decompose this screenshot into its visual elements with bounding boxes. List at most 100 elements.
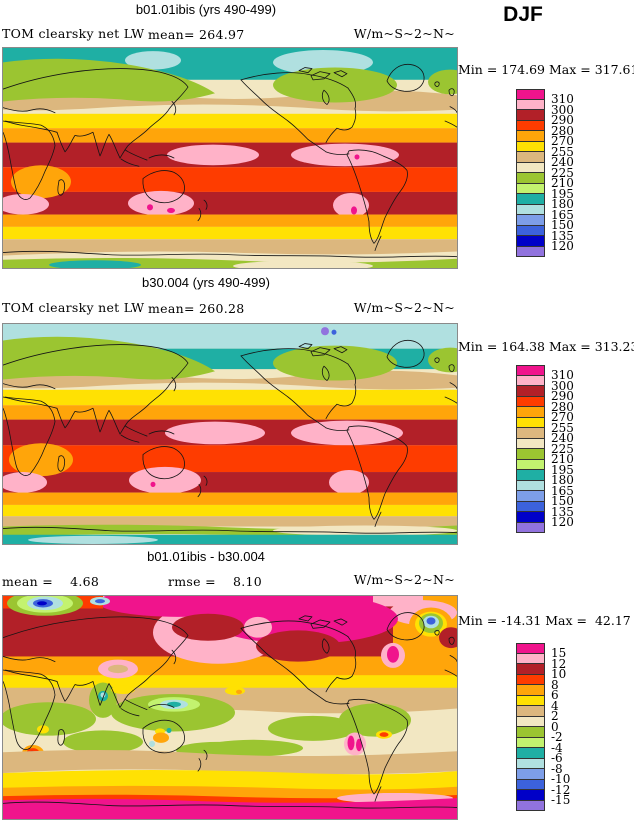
legend-color-box: [516, 194, 545, 205]
legend-color-box: [516, 480, 545, 491]
legend-label: 4: [551, 698, 559, 713]
legend-label: -2: [551, 730, 563, 744]
legend-label: 300: [551, 102, 574, 117]
panel2-title: b30.004 (yrs 490-499): [142, 275, 270, 290]
panel3-minmax: Min = -14.31 Max = 42.17: [458, 613, 631, 628]
legend-color-box: [516, 674, 545, 685]
legend-color-box: [516, 120, 545, 131]
legend-label: 270: [551, 410, 574, 424]
legend-color-box: [516, 89, 545, 100]
legend-color-box: [516, 152, 545, 163]
legend-color-box: [516, 653, 545, 664]
legend-color-box: [516, 141, 545, 152]
legend-label: 300: [551, 378, 574, 393]
legend-label: 255: [551, 420, 574, 435]
panel2-colorbar: 310 300 290 280 270 255 240 225 210 195 180 165 150 1…: [516, 365, 606, 535]
legend-label: -10: [551, 772, 571, 786]
legend-color-box: [516, 162, 545, 173]
legend-label: 270: [551, 134, 574, 148]
legend-label: 165: [551, 483, 574, 498]
legend-label: 135: [551, 504, 574, 519]
panel1-map: [2, 47, 458, 269]
legend-label: 225: [551, 165, 574, 180]
legend-label: 310: [551, 368, 574, 382]
legend-label: -8: [551, 761, 563, 776]
legend-label: 290: [551, 389, 574, 403]
legend-color-box: [516, 706, 545, 717]
legend-color-box: [516, 758, 545, 769]
legend-label: 8: [551, 677, 559, 692]
legend-color-box: [516, 748, 545, 759]
legend-color-box: [516, 173, 545, 184]
legend-label: 255: [551, 144, 574, 159]
panel2-field-label: TOM clearsky net LW: [2, 300, 145, 315]
legend-color-box: [516, 417, 545, 428]
legend-label: 0: [551, 719, 559, 734]
legend-label: -12: [551, 782, 571, 797]
legend-color-box: [516, 522, 545, 533]
legend-color-box: [516, 470, 545, 481]
legend-color-box: [516, 449, 545, 460]
panel3-mean: mean = 4.68: [2, 574, 100, 589]
legend-label: 280: [551, 123, 574, 138]
legend-label: 180: [551, 197, 574, 211]
legend-label: 120: [551, 239, 574, 253]
legend-color-box: [516, 215, 545, 226]
panel3-units: W/m~S~2~N~: [353, 572, 455, 587]
legend-label: 280: [551, 399, 574, 414]
panel3-rmse: rmse = 8.10: [168, 574, 263, 589]
legend-color-box: [516, 459, 545, 470]
legend-color-box: [516, 438, 545, 449]
legend-color-box: [516, 800, 545, 811]
panel3-map: [2, 595, 458, 820]
season-label: DJF: [503, 3, 543, 26]
legend-label: 15: [551, 646, 567, 660]
legend-color-box: [516, 204, 545, 215]
legend-label: 290: [551, 113, 574, 127]
legend-color-box: [516, 716, 545, 727]
map-b01: [3, 48, 457, 268]
legend-color-box: [516, 225, 545, 236]
legend-label: 210: [551, 452, 574, 466]
legend-label: 10: [551, 667, 567, 681]
map-b30: [3, 324, 457, 544]
legend-label: 240: [551, 155, 574, 169]
legend-label: 150: [551, 218, 574, 232]
panel2-map: [2, 323, 458, 545]
legend-label: 150: [551, 494, 574, 508]
panel1-mean: mean= 264.97: [148, 27, 245, 42]
legend-color-box: [516, 664, 545, 675]
legend-label: 195: [551, 186, 574, 201]
legend-color-box: [516, 386, 545, 397]
legend-label: -15: [551, 793, 571, 807]
legend-color-box: [516, 779, 545, 790]
legend-color-box: [516, 428, 545, 439]
legend-color-box: [516, 407, 545, 418]
legend-label: 180: [551, 473, 574, 487]
legend-color-box: [516, 375, 545, 386]
legend-color-box: [516, 183, 545, 194]
legend-label: 2: [551, 709, 559, 723]
legend-color-box: [516, 236, 545, 247]
legend-label: 310: [551, 92, 574, 106]
legend-color-box: [516, 501, 545, 512]
legend-label: 12: [551, 656, 567, 671]
legend-label: 195: [551, 462, 574, 477]
legend-label: 135: [551, 228, 574, 243]
panel3-title: b01.01ibis - b30.004: [147, 549, 265, 564]
legend-color-box: [516, 512, 545, 523]
legend-color-box: [516, 727, 545, 738]
panel1-title: b01.01ibis (yrs 490-499): [135, 2, 277, 17]
legend-color-box: [516, 685, 545, 696]
legend-label: 240: [551, 431, 574, 445]
legend-color-box: [516, 396, 545, 407]
panel2-band-layers: [3, 324, 457, 544]
legend-label: -4: [551, 740, 563, 755]
legend-color-box: [516, 695, 545, 706]
map-diff: [3, 596, 457, 819]
legend-color-box: [516, 131, 545, 142]
legend-color-box: [516, 246, 545, 257]
panel3-colorbar: 15 12 10 8 6 4 2 0 -2 -4 -6 -8 -10 -12 -15: [516, 643, 606, 813]
legend-label: 225: [551, 441, 574, 456]
